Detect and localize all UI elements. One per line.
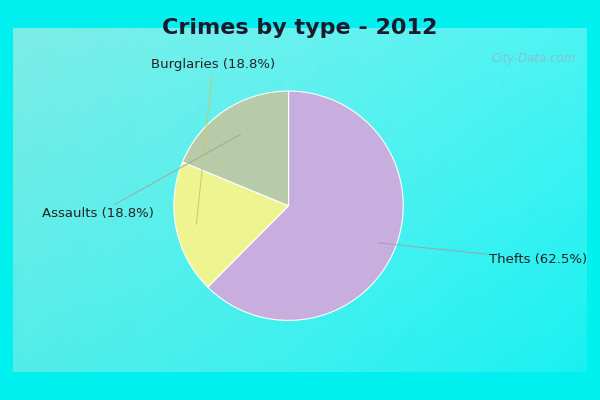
Text: Burglaries (18.8%): Burglaries (18.8%) — [151, 58, 275, 224]
Text: Thefts (62.5%): Thefts (62.5%) — [379, 243, 587, 266]
Wedge shape — [182, 91, 289, 206]
Text: Assaults (18.8%): Assaults (18.8%) — [42, 134, 241, 220]
Text: Crimes by type - 2012: Crimes by type - 2012 — [163, 18, 437, 38]
Wedge shape — [208, 91, 403, 320]
Wedge shape — [174, 162, 289, 287]
Text: City-Data.com: City-Data.com — [491, 52, 575, 65]
